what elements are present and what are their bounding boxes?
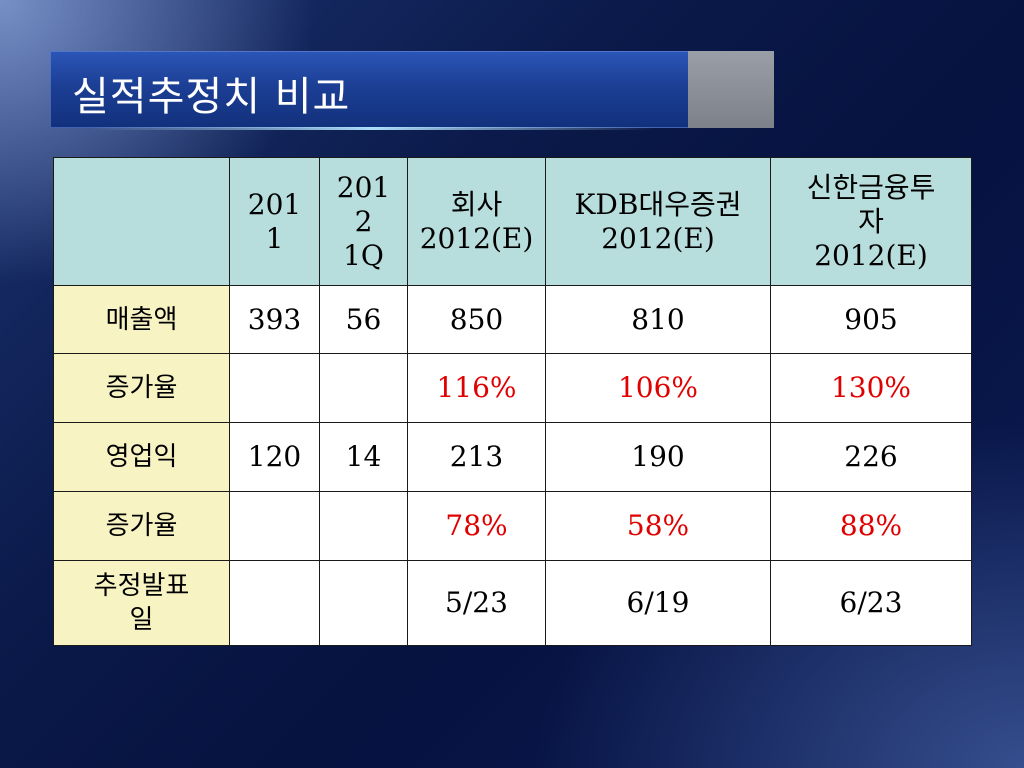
slide-title: 실적추정치 비교 [72,74,351,120]
table-row: 매출액 393 56 850 810 905 [53,285,972,354]
header-cell-empty [53,157,230,286]
growth-rate-cell: 88% [770,491,972,561]
table-cell [229,560,320,646]
table-cell: 213 [407,422,546,492]
table-cell: 810 [545,285,771,354]
header-cell-kdb: KDB대우증권 2012(E) [545,157,771,286]
table-cell: 850 [407,285,546,354]
growth-rate-cell: 106% [545,353,771,423]
row-label: 매출액 [53,285,230,354]
table-row: 증가율 78% 58% 88% [53,491,972,561]
title-bar: 실적추정치 비교 [50,51,774,130]
title-bar-accent-block [688,51,774,128]
header-cell-2011: 201 1 [229,157,320,286]
table-row: 영업익 120 14 213 190 226 [53,422,972,492]
growth-rate-cell: 58% [545,491,771,561]
table-cell: 5/23 [407,560,546,646]
table-cell [319,560,408,646]
row-label: 추정발표 일 [53,560,230,646]
table-cell: 190 [545,422,771,492]
row-label: 증가율 [53,353,230,423]
table-row: 추정발표 일 5/23 6/19 6/23 [53,560,972,646]
table-cell: 226 [770,422,972,492]
row-label: 증가율 [53,491,230,561]
table-cell: 120 [229,422,320,492]
row-label: 영업익 [53,422,230,492]
table-cell: 905 [770,285,972,354]
estimates-table: 201 1 201 2 1Q 회사 2012(E) KDB대우증권 2012(E… [53,157,972,646]
title-bar-glow [90,127,654,130]
growth-rate-cell: 116% [407,353,546,423]
table-cell: 6/19 [545,560,771,646]
growth-rate-cell: 130% [770,353,972,423]
table-cell: 14 [319,422,408,492]
table-cell [229,353,320,423]
table-cell: 393 [229,285,320,354]
header-cell-2012-1q: 201 2 1Q [319,157,408,286]
table-row: 증가율 116% 106% 130% [53,353,972,423]
table-cell: 6/23 [770,560,972,646]
growth-rate-cell: 78% [407,491,546,561]
header-cell-shinhan: 신한금융투 자 2012(E) [770,157,972,286]
table-cell [229,491,320,561]
table-header-row: 201 1 201 2 1Q 회사 2012(E) KDB대우증권 2012(E… [53,157,972,286]
table-cell [319,491,408,561]
header-cell-company: 회사 2012(E) [407,157,546,286]
table-cell: 56 [319,285,408,354]
table-cell [319,353,408,423]
